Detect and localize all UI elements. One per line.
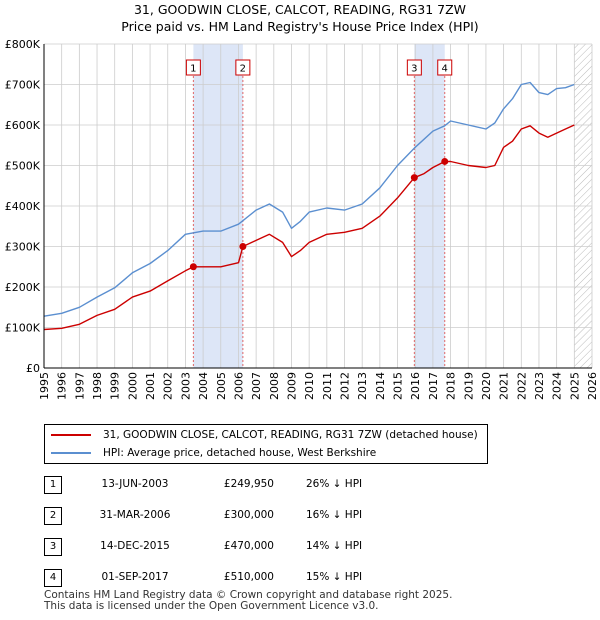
footer-licence: This data is licensed under the Open Gov… [44, 600, 379, 612]
sale-marker-label: 3 [411, 64, 417, 75]
x-tick-label: 2019 [462, 372, 475, 400]
sale-marker-label: 1 [190, 64, 196, 75]
x-tick-label: 2013 [356, 372, 369, 400]
footer-copyright: Contains HM Land Registry data © Crown c… [44, 589, 453, 601]
legend-swatch-property [51, 434, 91, 436]
x-tick-label: 1997 [73, 372, 86, 400]
x-tick-label: 2018 [445, 372, 458, 400]
y-tick-label: £0 [26, 362, 40, 375]
x-tick-label: 2025 [568, 372, 581, 400]
sale-point [410, 174, 418, 182]
price-chart: 1 2 3 4 £0 £100K £200K £300K £400K £500K £600K £700… [5, 38, 599, 400]
y-tick-label: £300K [5, 241, 41, 254]
sale-row: 2 31-MAR-2006 £300,000 16% ↓ HPI [44, 507, 484, 525]
x-tick-label: 2007 [250, 372, 263, 400]
x-tick-label: 2026 [586, 372, 599, 400]
sale-marker-label: 4 [442, 64, 448, 75]
x-tick-label: 2008 [268, 372, 281, 400]
x-tick-label: 2016 [409, 372, 422, 400]
y-tick-label: £100K [5, 322, 41, 335]
sale-price: £470,000 [223, 540, 274, 552]
y-tick-label: £600K [5, 119, 41, 132]
y-tick-label: £200K [5, 281, 41, 294]
x-tick-label: 2001 [144, 372, 157, 400]
x-tick-label: 2021 [498, 372, 511, 400]
legend-item-hpi: HPI: Average price, detached house, West… [51, 445, 376, 461]
x-tick-label: 2014 [374, 372, 387, 400]
legend-swatch-hpi [51, 452, 91, 454]
legend: 31, GOODWIN CLOSE, CALCOT, READING, RG31… [44, 424, 488, 464]
legend-label-property: 31, GOODWIN CLOSE, CALCOT, READING, RG31… [103, 429, 478, 441]
x-tick-label: 1999 [109, 372, 122, 400]
y-tick-label: £500K [5, 160, 41, 173]
x-tick-label: 2015 [392, 372, 405, 400]
sale-date: 13-JUN-2003 [101, 478, 169, 490]
sale-hpi-delta: 26% ↓ HPI [306, 478, 363, 490]
x-tick-label: 2024 [551, 372, 564, 400]
x-tick-label: 2006 [232, 372, 245, 400]
sale-marker-label: 2 [240, 64, 246, 75]
x-tick-label: 2011 [321, 372, 334, 400]
x-tick-label: 2020 [480, 372, 493, 400]
x-tick-label: 2022 [515, 372, 528, 400]
sale-row: 3 14-DEC-2015 £470,000 14% ↓ HPI [44, 538, 484, 556]
x-tick-label: 2017 [427, 372, 440, 400]
footer: Contains HM Land Registry data © Crown c… [44, 590, 452, 612]
sale-number: 1 [44, 476, 62, 494]
sale-row: 4 01-SEP-2017 £510,000 15% ↓ HPI [44, 569, 484, 587]
x-tick-label: 2009 [285, 372, 298, 400]
x-tick-label: 2002 [162, 372, 175, 400]
sale-marker-box [185, 59, 201, 76]
sale-date: 01-SEP-2017 [101, 571, 169, 583]
x-tick-label: 2005 [215, 372, 228, 400]
sale-point [189, 263, 197, 271]
hpi-line [43, 81, 575, 317]
x-tick-label: 2004 [197, 372, 210, 400]
sale-hpi-delta: 14% ↓ HPI [306, 540, 363, 552]
legend-label-hpi: HPI: Average price, detached house, West… [103, 447, 377, 459]
y-tick-label: £700K [5, 79, 41, 92]
chart-subtitle: Price paid vs. HM Land Registry's House … [121, 19, 479, 34]
x-tick-label: 1996 [56, 372, 69, 400]
sale-date: 14-DEC-2015 [100, 540, 170, 552]
chart-title: 31, GOODWIN CLOSE, CALCOT, READING, RG31… [133, 2, 467, 17]
sale-number: 2 [44, 507, 62, 525]
sale-date: 31-MAR-2006 [99, 509, 171, 521]
x-tick-label: 2000 [126, 372, 139, 400]
sale-row: 1 13-JUN-2003 £249,950 26% ↓ HPI [44, 476, 484, 494]
x-tick-label: 2023 [533, 372, 546, 400]
sale-number: 3 [44, 538, 62, 556]
sale-hpi-delta: 15% ↓ HPI [306, 571, 363, 583]
sale-hpi-delta: 16% ↓ HPI [306, 509, 363, 521]
sale-price: £300,000 [223, 509, 274, 521]
x-tick-label: 1995 [38, 372, 51, 400]
property-price-line [43, 124, 575, 331]
sale-point [239, 243, 247, 250]
legend-item-property: 31, GOODWIN CLOSE, CALCOT, READING, RG31… [51, 427, 478, 443]
x-tick-label: 1998 [91, 372, 104, 400]
sale-marker-box [235, 59, 251, 76]
sale-number: 4 [44, 569, 62, 587]
x-tick-label: 2012 [339, 372, 352, 400]
y-tick-label: £800K [5, 38, 41, 51]
sale-point [441, 157, 449, 165]
sale-price: £510,000 [223, 571, 274, 583]
sale-marker-box [437, 59, 453, 76]
x-tick-label: 2003 [179, 372, 192, 400]
sale-price: £249,950 [223, 478, 274, 490]
sale-marker-box [406, 59, 422, 76]
y-tick-label: £400K [5, 200, 41, 213]
x-tick-label: 2010 [303, 372, 316, 400]
